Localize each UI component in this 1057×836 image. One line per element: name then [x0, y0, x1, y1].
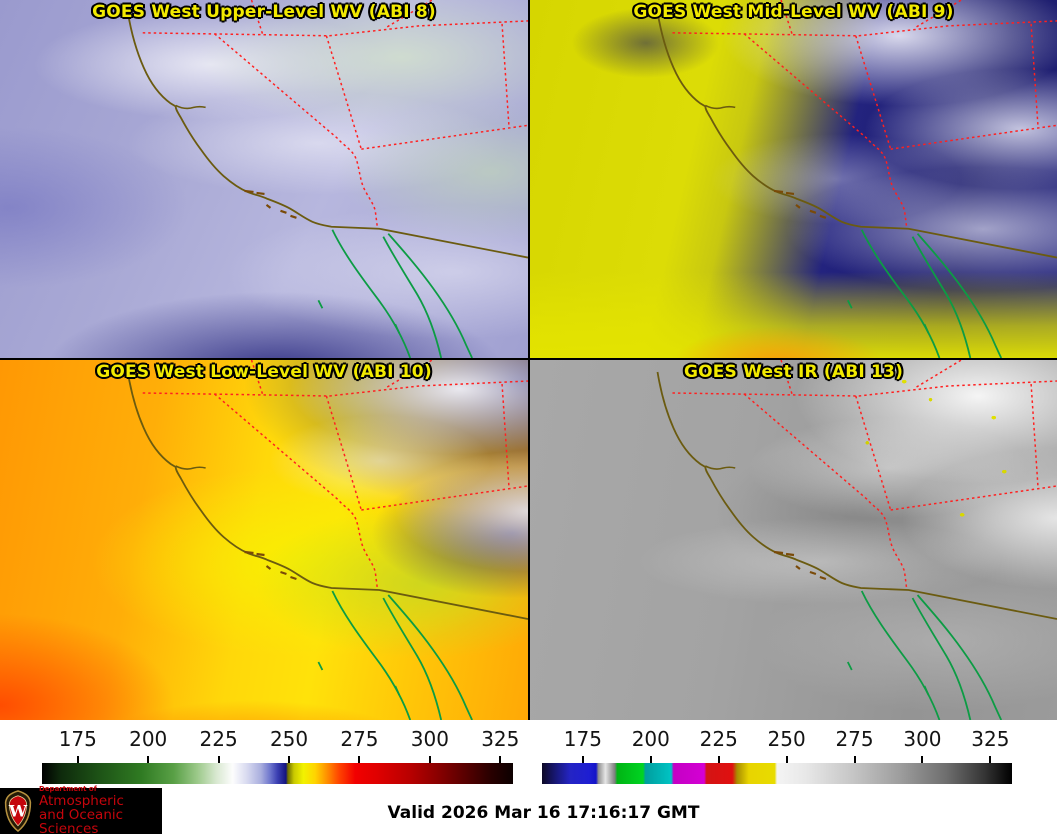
panel-title: GOES West IR (ABI 13) — [683, 362, 904, 382]
colorbar-tick-mark — [147, 756, 150, 763]
colorbar-tick-mark — [499, 756, 502, 763]
colorbar-tick-mark — [989, 756, 992, 763]
logo-line-2: and Oceanic Sciences — [39, 807, 124, 836]
panel-ir: GOES West IR (ABI 13) — [530, 360, 1057, 720]
colorbar-tick-marks — [542, 756, 1012, 763]
svg-text:W: W — [8, 802, 28, 821]
panel-low-level-wv: GOES West Low-Level WV (ABI 10) — [0, 360, 528, 720]
panel-title: GOES West Mid-Level WV (ABI 9) — [633, 2, 954, 22]
map-overlay — [656, 360, 1057, 720]
map-overlay — [126, 360, 528, 720]
uw-aos-logo-text: Department of Atmospheric and Oceanic Sc… — [39, 784, 162, 836]
colorbar-tick-label: 250 — [767, 727, 806, 751]
colorbar-tick-mark — [717, 756, 720, 763]
colorbar-tick-mark — [581, 756, 584, 763]
colorbar-tick-mark — [649, 756, 652, 763]
colorbar-tick-label: 250 — [269, 727, 309, 751]
colorbar-tick-label: 225 — [699, 727, 738, 751]
footer: W Department of Atmospheric and Oceanic … — [0, 784, 1057, 836]
colorbar-tick-label: 175 — [58, 727, 97, 751]
colorbar-tick-label: 325 — [481, 727, 520, 751]
panel-upper-level-wv: GOES West Upper-Level WV (ABI 8) — [0, 0, 528, 358]
logo-line-1: Atmospheric — [39, 792, 124, 809]
colorbar-tick-marks — [42, 756, 513, 763]
colorbar-tick-label: 300 — [903, 727, 942, 751]
colorbar-tick-label: 225 — [199, 727, 238, 751]
panel-grid: GOES West Upper-Level WV (ABI 8) GOES We… — [0, 0, 1057, 720]
colorbar-tick-mark — [76, 756, 79, 763]
map-overlay — [656, 0, 1057, 358]
panel-title: GOES West Upper-Level WV (ABI 8) — [92, 2, 436, 22]
logo-dept-line: Department of — [39, 784, 97, 793]
colorbar-tick-label: 275 — [340, 727, 379, 751]
colorbar-tick-mark — [921, 756, 924, 763]
colorbar-tick-labels: 175 200 225 250 275 300 325 — [542, 727, 1012, 752]
valid-timestamp: Valid 2026 Mar 16 17:16:17 GMT — [387, 803, 700, 823]
map-overlay — [126, 0, 528, 358]
colorbar-tick-mark — [217, 756, 220, 763]
colorbar-tick-label: 275 — [835, 727, 874, 751]
colorbar-row: 175 200 225 250 275 300 325 175 200 225 250 275 300… — [0, 720, 1057, 786]
panel-mid-level-wv: GOES West Mid-Level WV (ABI 9) — [530, 0, 1057, 358]
colorbar-tick-label: 200 — [631, 727, 670, 751]
colorbar-tick-label: 175 — [563, 727, 602, 751]
colorbar-tick-mark — [428, 756, 431, 763]
panel-title: GOES West Low-Level WV (ABI 10) — [96, 362, 432, 382]
colorbar-tick-mark — [288, 756, 291, 763]
colorbar-tick-mark — [785, 756, 788, 763]
colorbar-tick-label: 325 — [971, 727, 1010, 751]
colorbar-wv: 175 200 225 250 275 300 325 — [42, 720, 520, 786]
uw-aos-logo: W Department of Atmospheric and Oceanic … — [0, 784, 162, 836]
uw-crest-icon: W — [4, 790, 32, 832]
colorbar-tick-labels: 175 200 225 250 275 300 325 — [42, 727, 520, 752]
colorbar-tick-label: 300 — [410, 727, 449, 751]
colorbar-gradient-ir — [542, 763, 1012, 784]
colorbar-ir: 175 200 225 250 275 300 325 — [542, 720, 1012, 786]
colorbar-gradient-wv — [42, 763, 513, 784]
colorbar-tick-label: 200 — [129, 727, 168, 751]
colorbar-tick-mark — [853, 756, 856, 763]
colorbar-tick-mark — [358, 756, 361, 763]
